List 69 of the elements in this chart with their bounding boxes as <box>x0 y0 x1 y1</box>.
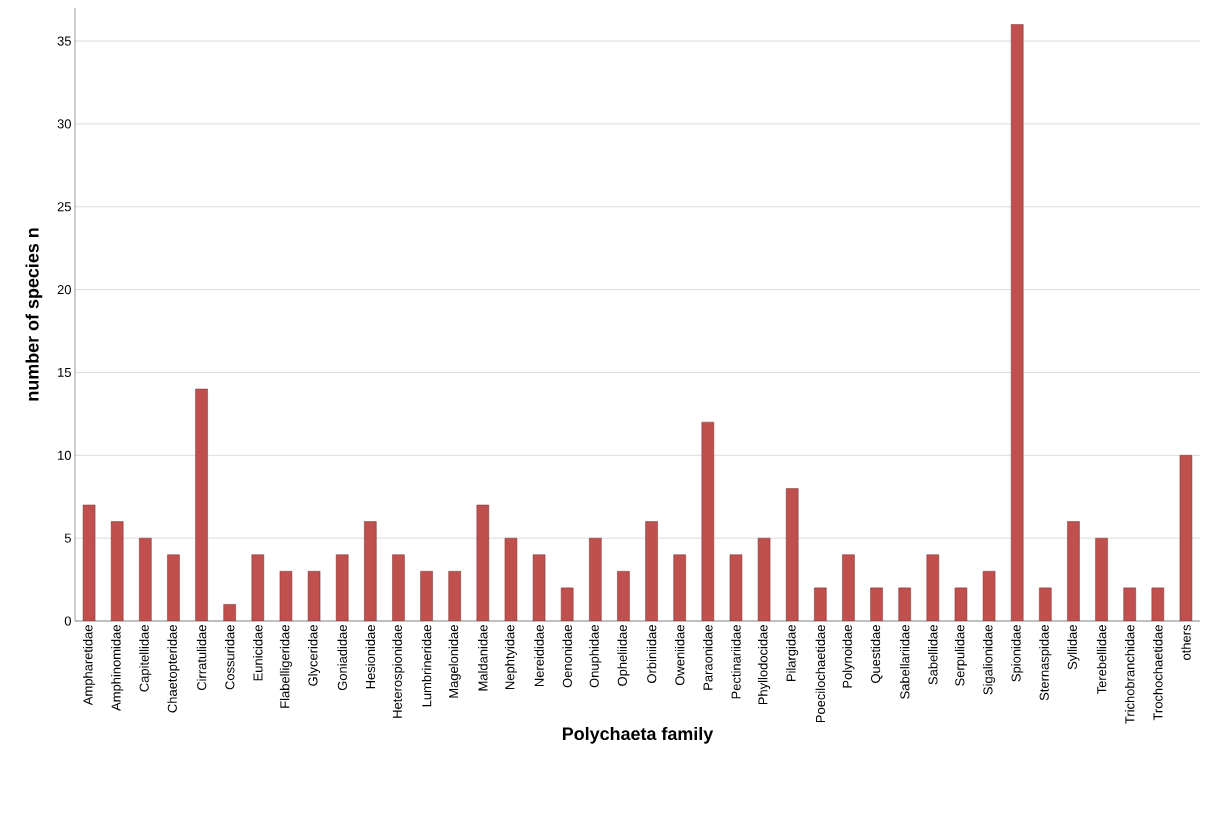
x-axis-title: Polychaeta family <box>562 726 714 744</box>
x-tick-label: Sternaspidae <box>1039 625 1052 701</box>
bar <box>167 554 180 621</box>
x-tick-label: Sigalionidae <box>983 625 996 695</box>
x-tick-label: Magelonidae <box>448 625 461 698</box>
x-tick-label: Sabellidae <box>928 625 938 685</box>
x-tick-label: Orbiniidae <box>646 625 657 683</box>
bar <box>335 554 349 621</box>
x-tick-label: Heterospionidae <box>392 625 405 718</box>
y-tick-label: 25 <box>57 202 71 212</box>
x-tick-label: Sabellariidae <box>899 625 910 699</box>
y-tick-label: 15 <box>58 367 71 377</box>
bar <box>673 554 686 621</box>
x-tick-label: Pectinariidae <box>731 625 741 699</box>
x-tick-label: Glyceridae <box>308 625 321 686</box>
bar <box>139 537 152 621</box>
y-tick-label: 35 <box>57 36 71 46</box>
x-tick-label: Goniadidae <box>337 625 347 691</box>
x-tick-label: Eunicidae <box>253 625 263 681</box>
x-tick-label: Serpulidae <box>954 625 967 686</box>
x-tick-label: Terebellidae <box>1096 625 1107 695</box>
x-tick-label: Maldanidae <box>478 625 488 691</box>
bar <box>645 521 658 621</box>
x-tick-label: Poecilochaetidae <box>815 625 826 723</box>
bar <box>251 554 265 621</box>
x-tick-label: Paraonidae <box>703 625 713 690</box>
x-tick-label: Chaetopteridae <box>167 625 180 713</box>
bar <box>1095 537 1108 621</box>
x-tick-label: Cirratulidae <box>196 625 207 691</box>
x-tick-label: Nereididae <box>534 625 544 687</box>
y-tick-label: 30 <box>57 119 71 129</box>
bar <box>589 537 602 621</box>
x-tick-label: Polynoidae <box>842 625 855 688</box>
x-tick-label: Syllidae <box>1067 625 1080 670</box>
x-tick-label: Questidae <box>870 625 883 683</box>
x-tick-label: Onuphidae <box>589 625 602 688</box>
x-tick-label: Oenonidae <box>562 625 572 688</box>
y-tick-label: 20 <box>57 285 71 295</box>
bar <box>195 388 208 621</box>
y-tick-label: 10 <box>58 450 71 460</box>
x-tick-label: Flabelligeridae <box>279 625 292 708</box>
bar <box>364 521 377 621</box>
bar <box>1067 521 1080 621</box>
x-tick-label: Lumbrineridae <box>421 625 432 707</box>
x-tick-label: Trichobranchidae <box>1124 625 1135 724</box>
bar <box>476 504 490 621</box>
bar <box>1010 24 1024 621</box>
y-tick-label: 5 <box>64 533 71 543</box>
x-tick-label: Trochochaetidae <box>1153 625 1163 721</box>
y-axis-title: number of species n <box>25 228 43 401</box>
x-tick-label: Ampharetidae <box>83 625 96 706</box>
x-tick-label: others <box>1181 624 1191 660</box>
x-tick-label: Opheliidae <box>617 625 630 686</box>
x-tick-label: Oweniidae <box>674 625 685 686</box>
x-tick-label: Pilargidae <box>786 625 799 682</box>
x-tick-label: Capitellidae <box>139 625 152 692</box>
bar <box>926 554 940 621</box>
bar <box>701 421 715 621</box>
bar <box>785 488 799 621</box>
x-tick-label: Hesionidae <box>365 625 376 689</box>
x-tick-label: Phyllodocidae <box>758 625 771 705</box>
x-tick-label: Nephtyidae <box>504 625 517 689</box>
y-tick-label: 0 <box>64 616 71 626</box>
x-tick-label: Spionidae <box>1011 625 1024 682</box>
bar <box>392 554 405 621</box>
bar <box>842 554 855 621</box>
bar <box>110 521 124 621</box>
x-tick-label: Amphinomidae <box>111 625 124 711</box>
x-tick-label: Cossuridae <box>224 625 235 690</box>
